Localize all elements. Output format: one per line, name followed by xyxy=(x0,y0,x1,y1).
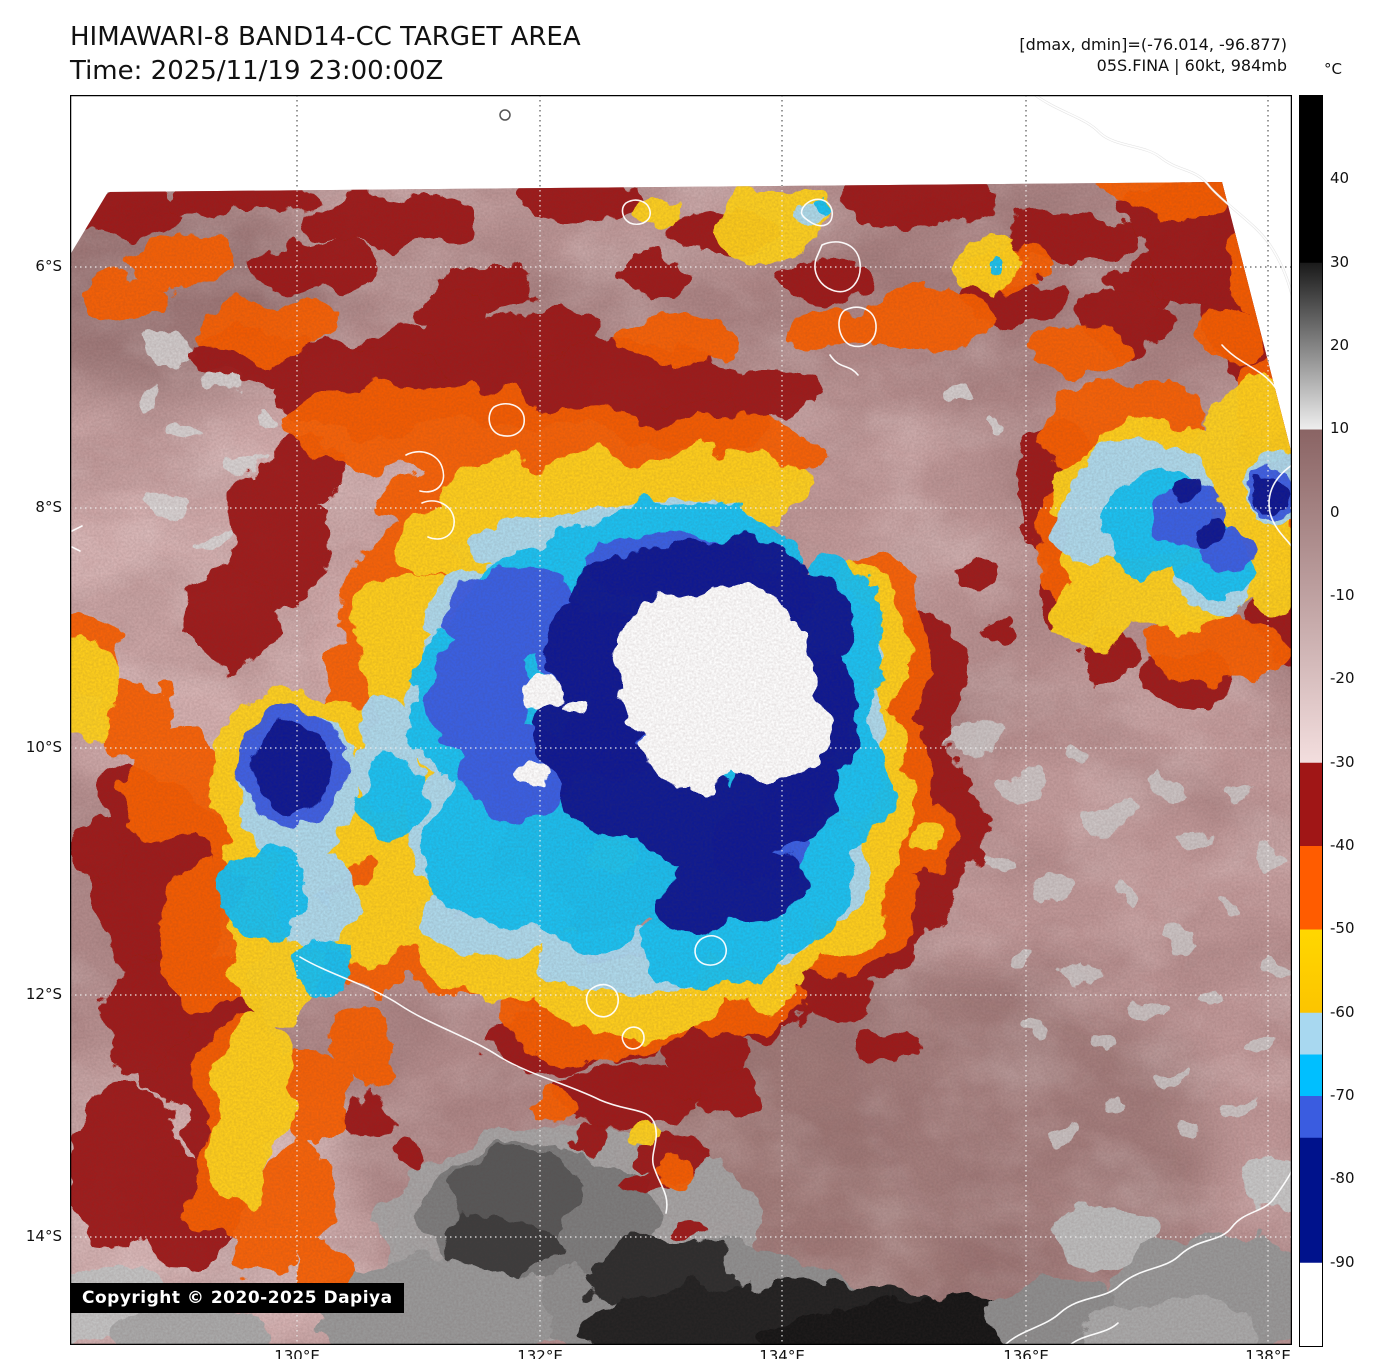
small-island-glyph xyxy=(499,109,511,121)
colorbar-tick-label: -10 xyxy=(1330,586,1355,604)
lat-tick-label: 8°S xyxy=(35,498,62,516)
colorbar-tick-label: 40 xyxy=(1330,169,1350,188)
dmax-dmin-readout: [dmax, dmin]=(-76.014, -96.877) xyxy=(1019,35,1287,54)
colorbar-tick-label: 30 xyxy=(1330,252,1350,271)
satellite-imagery xyxy=(70,182,1292,1345)
coastlines xyxy=(71,95,1292,1345)
colorbar-ticks: 40 30 20 10 0 -10 -20 -30 -40 -50 -60 -70 -80 -90 xyxy=(1330,95,1380,1345)
colorbar-tick-label: -70 xyxy=(1330,1086,1355,1104)
storm-info: 05S.FINA | 60kt, 984mb xyxy=(1096,56,1287,75)
colorbar-tick-label: -40 xyxy=(1330,836,1355,854)
copyright-badge: Copyright © 2020-2025 Dapiya xyxy=(71,1283,404,1313)
page-title: HIMAWARI-8 BAND14-CC TARGET AREA xyxy=(70,22,581,52)
lon-tick-label: 132°E xyxy=(517,1347,563,1359)
meta-block: [dmax, dmin]=(-76.014, -96.877) 05S.FINA… xyxy=(1019,34,1287,76)
colorbar-tick-label: -30 xyxy=(1330,752,1355,771)
colorbar-tick-label: -80 xyxy=(1330,1169,1355,1188)
plot-frame xyxy=(70,95,1292,1345)
colorbar-tick-label: 0 xyxy=(1330,502,1340,521)
colorbar-tick-label: -50 xyxy=(1330,919,1355,938)
lat-tick-label: 12°S xyxy=(25,985,62,1003)
graticule-light xyxy=(70,182,1292,1345)
lat-tick-label: 10°S xyxy=(25,738,62,756)
colorbar-tick-label: -20 xyxy=(1330,669,1355,688)
colorbar-tick-label: -60 xyxy=(1330,1002,1355,1021)
title-block: HIMAWARI-8 BAND14-CC TARGET AREA Time: 2… xyxy=(70,20,581,88)
lon-tick-label: 138°E xyxy=(1245,1347,1291,1359)
timestamp: Time: 2025/11/19 23:00:00Z xyxy=(70,56,444,86)
colorbar-tick-label: 10 xyxy=(1330,419,1350,438)
colorbar xyxy=(1299,95,1323,1347)
lon-tick-label: 134°E xyxy=(759,1347,805,1359)
colorbar-tick-label: -90 xyxy=(1330,1252,1355,1271)
lat-tick-label: 14°S xyxy=(25,1227,62,1245)
lon-tick-label: 130°E xyxy=(274,1347,320,1359)
satellite-map xyxy=(70,95,1292,1345)
colorbar-tick-label: 20 xyxy=(1330,336,1350,354)
lon-tick-label: 136°E xyxy=(1003,1347,1049,1359)
lat-tick-label: 6°S xyxy=(35,257,62,275)
colorbar-gradient xyxy=(1300,96,1322,1346)
colorbar-unit-label: °C xyxy=(1324,60,1342,78)
